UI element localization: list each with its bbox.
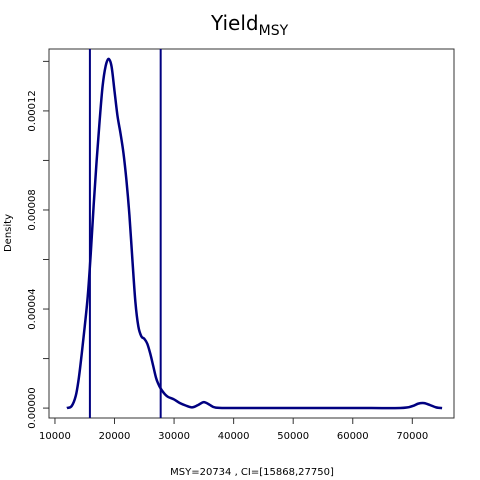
x-tick-label: 40000 bbox=[218, 431, 250, 442]
x-tick-label: 20000 bbox=[99, 431, 131, 442]
y-tick-label: 0.00000 bbox=[27, 387, 38, 428]
x-tick-label: 60000 bbox=[337, 431, 369, 442]
plot-frame bbox=[48, 48, 455, 419]
y-tick-label: 0.00004 bbox=[27, 288, 38, 329]
x-tick-label: 10000 bbox=[39, 431, 71, 442]
x-axis: 10000 20000 30000 40000 50000 60000 70000 bbox=[39, 418, 428, 442]
x-tick-label: 30000 bbox=[158, 431, 190, 442]
chart-title-main: Yield bbox=[210, 11, 259, 35]
x-tick-label: 70000 bbox=[396, 431, 428, 442]
x-axis-title: MSY=20734 , CI=[15868,27750] bbox=[170, 467, 334, 478]
y-axis-title: Density bbox=[3, 214, 14, 252]
y-tick-label: 0.00012 bbox=[27, 90, 38, 131]
chart-title: YieldMSY bbox=[210, 11, 289, 39]
x-tick-label: 50000 bbox=[277, 431, 309, 442]
plot-area: 10000 20000 30000 40000 50000 60000 70000 0.00… bbox=[27, 48, 455, 442]
chart-title-subscript: MSY bbox=[259, 23, 289, 39]
y-axis: 0.00000 0.00004 0.00008 0.00012 bbox=[27, 60, 49, 429]
density-curve bbox=[66, 57, 443, 410]
confidence-interval-lines bbox=[88, 49, 162, 418]
y-tick-label: 0.00008 bbox=[27, 189, 38, 230]
